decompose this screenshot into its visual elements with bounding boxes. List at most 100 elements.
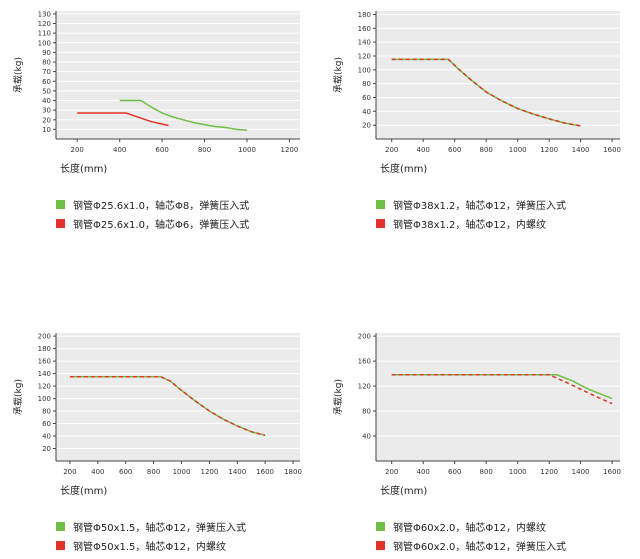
legend-label: 钢管Φ25.6x1.0，轴芯Φ6，弹簧压入式 bbox=[73, 219, 250, 231]
x-tick-label: 600 bbox=[155, 146, 168, 154]
y-tick-label: 110 bbox=[38, 30, 51, 38]
y-tick-label: 40 bbox=[362, 108, 371, 116]
y-tick-label: 40 bbox=[42, 97, 51, 105]
x-tick-label: 200 bbox=[71, 146, 84, 154]
x-tick-label: 1400 bbox=[572, 468, 590, 476]
x-tick-label: 1000 bbox=[238, 146, 256, 154]
x-tick-label: 400 bbox=[417, 468, 430, 476]
y-tick-label: 200 bbox=[38, 333, 51, 341]
x-tick-label: 1800 bbox=[284, 468, 302, 476]
x-tick-label: 200 bbox=[385, 146, 398, 154]
y-tick-label: 70 bbox=[42, 68, 51, 76]
legend-item: 钢管Φ60x2.0，轴芯Φ12，弹簧压入式 bbox=[376, 539, 640, 553]
x-axis-title: 长度(mm) bbox=[60, 486, 108, 497]
y-tick-label: 140 bbox=[358, 39, 371, 47]
y-tick-label: 120 bbox=[358, 53, 371, 61]
x-tick-label: 1400 bbox=[228, 468, 246, 476]
y-tick-label: 120 bbox=[38, 20, 51, 28]
y-axis-title: 承载(kg) bbox=[332, 57, 344, 93]
y-axis-title: 承载(kg) bbox=[332, 379, 344, 415]
y-tick-label: 60 bbox=[362, 94, 371, 102]
x-tick-label: 600 bbox=[448, 146, 461, 154]
y-tick-label: 20 bbox=[362, 122, 371, 130]
y-tick-label: 160 bbox=[358, 25, 371, 33]
y-tick-label: 200 bbox=[358, 333, 371, 341]
y-tick-label: 50 bbox=[42, 87, 51, 95]
legend-swatch-green bbox=[376, 521, 385, 531]
legend: 钢管Φ25.6x1.0，轴芯Φ8，弹簧压入式 钢管Φ25.6x1.0，轴芯Φ6，… bbox=[56, 198, 320, 231]
x-tick-label: 1200 bbox=[280, 146, 298, 154]
series-line-1 bbox=[77, 112, 169, 127]
y-tick-label: 180 bbox=[38, 345, 51, 353]
x-tick-label: 200 bbox=[63, 468, 76, 476]
y-tick-label: 100 bbox=[38, 39, 51, 47]
legend-label: 钢管Φ38x1.2，轴芯Φ12，内螺纹 bbox=[393, 219, 547, 231]
y-tick-label: 80 bbox=[362, 80, 371, 88]
x-tick-label: 400 bbox=[417, 146, 430, 154]
y-tick-label: 140 bbox=[38, 370, 51, 378]
legend-label: 钢管Φ60x2.0，轴芯Φ12，内螺纹 bbox=[393, 522, 547, 534]
series-line-1 bbox=[391, 374, 613, 405]
x-tick-label: 800 bbox=[198, 146, 211, 154]
series-line-0 bbox=[391, 374, 613, 400]
legend-swatch-red bbox=[376, 218, 385, 228]
legend-swatch-red bbox=[56, 218, 65, 228]
x-tick-label: 600 bbox=[119, 468, 132, 476]
series-line-1 bbox=[69, 375, 266, 437]
plot-area bbox=[376, 333, 620, 461]
y-tick-label: 120 bbox=[358, 383, 371, 391]
chart-panel-bottom-left: 20 40 60 80 100 120 140 160 180 200 200 400 600 800 10… bbox=[0, 322, 320, 559]
legend-label: 钢管Φ50x1.5，轴芯Φ12，内螺纹 bbox=[73, 541, 227, 553]
plot-area bbox=[56, 333, 300, 461]
y-tick-label: 80 bbox=[42, 59, 51, 67]
x-tick-label: 800 bbox=[480, 468, 493, 476]
y-axis-title: 承载(kg) bbox=[12, 379, 24, 415]
x-tick-label: 1600 bbox=[256, 468, 274, 476]
x-tick-label: 1000 bbox=[173, 468, 191, 476]
y-tick-label: 160 bbox=[358, 358, 371, 366]
x-tick-label: 1000 bbox=[509, 468, 527, 476]
legend-item: 钢管Φ38x1.2，轴芯Φ12，弹簧压入式 bbox=[376, 198, 640, 212]
y-tick-label: 160 bbox=[38, 358, 51, 366]
legend-item: 钢管Φ25.6x1.0，轴芯Φ6，弹簧压入式 bbox=[56, 217, 320, 231]
series-line-1 bbox=[391, 58, 581, 127]
plot-area bbox=[376, 11, 620, 139]
legend-swatch-green bbox=[56, 199, 65, 209]
x-tick-label: 1600 bbox=[603, 468, 621, 476]
legend-item: 钢管Φ38x1.2，轴芯Φ12，内螺纹 bbox=[376, 217, 640, 231]
y-tick-label: 60 bbox=[42, 420, 51, 428]
y-tick-label: 120 bbox=[38, 383, 51, 391]
x-tick-label: 1200 bbox=[200, 468, 218, 476]
legend-item: 钢管Φ50x1.5，轴芯Φ12，内螺纹 bbox=[56, 539, 320, 553]
legend-swatch-red bbox=[376, 540, 385, 550]
x-tick-label: 1400 bbox=[572, 146, 590, 154]
y-tick-label: 20 bbox=[42, 116, 51, 124]
x-tick-label: 800 bbox=[480, 146, 493, 154]
y-tick-label: 60 bbox=[42, 78, 51, 86]
y-tick-label: 100 bbox=[38, 395, 51, 403]
x-tick-label: 400 bbox=[91, 468, 104, 476]
y-tick-label: 80 bbox=[362, 408, 371, 416]
legend-swatch-green bbox=[376, 199, 385, 209]
x-tick-label: 200 bbox=[385, 468, 398, 476]
x-tick-label: 600 bbox=[448, 468, 461, 476]
y-tick-label: 80 bbox=[42, 408, 51, 416]
chart-panel-bottom-right: 40 80 120 160 200 200 400 600 800 1000 1200 1400 160… bbox=[320, 322, 640, 559]
legend: 钢管Φ60x2.0，轴芯Φ12，内螺纹 钢管Φ60x2.0，轴芯Φ12，弹簧压入… bbox=[376, 520, 640, 553]
chart-panel-top-left: 10 20 30 40 50 60 70 80 90 100 110 120 130 200 400 600 8… bbox=[0, 0, 320, 322]
legend-swatch-red bbox=[56, 540, 65, 550]
x-tick-label: 400 bbox=[113, 146, 126, 154]
y-tick-label: 40 bbox=[362, 433, 371, 441]
legend-label: 钢管Φ60x2.0，轴芯Φ12，弹簧压入式 bbox=[393, 541, 567, 553]
line-chart-60: 40 80 120 160 200 200 400 600 800 1000 1200 1400 160… bbox=[332, 333, 621, 476]
chart-panel-top-right: 20 40 60 80 100 120 140 160 180 200 400 600 800 1000 1… bbox=[320, 0, 640, 322]
legend-label: 钢管Φ50x1.5，轴芯Φ12，弹簧压入式 bbox=[73, 522, 247, 534]
y-axis-title: 承载(kg) bbox=[12, 57, 24, 93]
x-tick-label: 1200 bbox=[540, 146, 558, 154]
x-axis-title: 长度(mm) bbox=[60, 164, 108, 175]
legend: 钢管Φ50x1.5，轴芯Φ12，弹簧压入式 钢管Φ50x1.5，轴芯Φ12，内螺… bbox=[56, 520, 320, 553]
line-chart-50: 20 40 60 80 100 120 140 160 180 200 200 400 600 800 10… bbox=[12, 333, 302, 476]
y-tick-label: 180 bbox=[358, 11, 371, 19]
